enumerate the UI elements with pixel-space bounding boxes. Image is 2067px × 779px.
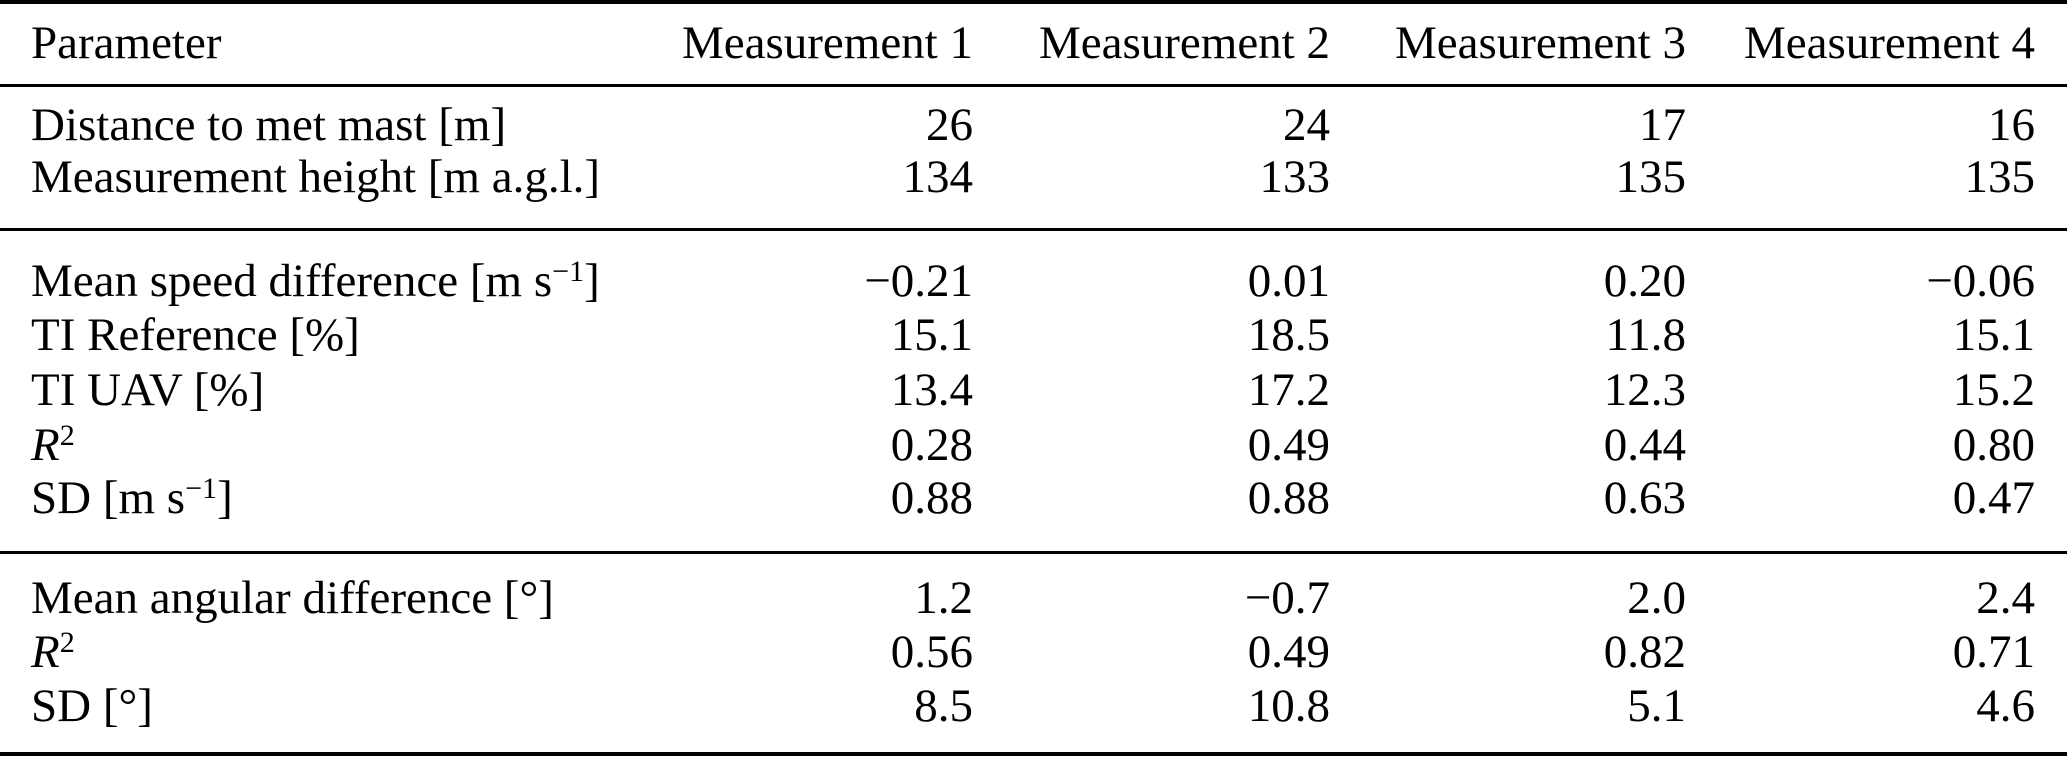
superscript-text: 2 [59, 417, 75, 452]
value-cell: 10.8 [1247, 679, 1330, 732]
value-cell: 0.49 [1247, 625, 1330, 678]
value-cell: 0.71 [1952, 625, 2035, 678]
row-label: R2 [0, 417, 616, 472]
superscript-text: −1 [185, 472, 218, 506]
label-text: SD [°] [31, 679, 153, 732]
value-cell: 0.56 [890, 625, 973, 678]
label-text: TI UAV [%] [31, 363, 265, 416]
value-cell: 5.1 [1627, 679, 1686, 732]
value-cell: 11.8 [1605, 308, 1686, 361]
value-cell: 15.1 [890, 308, 973, 361]
table-row: SD [m s−1] 0.88 0.88 0.63 0.47 [0, 472, 2067, 552]
value-cell: 0.82 [1603, 625, 1686, 678]
row-label: SD [m s−1] [0, 472, 616, 552]
value-cell: 0.80 [1952, 418, 2035, 471]
value-cell: 15.2 [1952, 363, 2035, 416]
value-cell: 135 [1615, 151, 1687, 204]
label-text: R [31, 418, 60, 471]
value-cell: 0.20 [1603, 254, 1686, 307]
table-row: R2 0.56 0.49 0.82 0.71 [0, 625, 2067, 680]
table-row: SD [°] 8.5 10.8 5.1 4.6 [0, 680, 2067, 755]
value-cell: 16 [1988, 98, 2035, 151]
value-cell: 12.3 [1603, 363, 1686, 416]
row-label: Mean speed difference [m s−1] [0, 229, 616, 307]
value-cell: 0.28 [890, 418, 973, 471]
row-label: TI Reference [%] [0, 307, 616, 362]
value-cell: 2.0 [1627, 572, 1686, 625]
value-cell: 15.1 [1952, 308, 2035, 361]
column-header-measurement-1: Measurement 1 [681, 17, 973, 70]
value-cell: 0.63 [1603, 472, 1686, 525]
value-cell: −0.7 [1244, 572, 1330, 625]
label-text: R [31, 625, 60, 678]
value-cell: 13.4 [890, 363, 973, 416]
value-cell: −0.21 [864, 254, 973, 307]
table-row: Distance to met mast [m] 26 24 17 16 [0, 85, 2067, 151]
value-cell: 17 [1639, 98, 1686, 151]
table-row: Measurement height [m a.g.l.] 134 133 135 13… [0, 151, 2067, 229]
value-cell: 0.88 [1247, 472, 1330, 525]
column-header-parameter: Parameter [31, 17, 222, 70]
table-row: Mean speed difference [m s−1] −0.21 0.01 0.… [0, 229, 2067, 307]
row-label: Distance to met mast [m] [0, 85, 616, 151]
table-row: TI UAV [%] 13.4 17.2 12.3 15.2 [0, 362, 2067, 417]
column-header-measurement-3: Measurement 3 [1394, 17, 1686, 70]
value-cell: 17.2 [1247, 363, 1330, 416]
value-cell: 133 [1259, 151, 1331, 204]
value-cell: 18.5 [1247, 308, 1330, 361]
label-text: ] [584, 254, 600, 307]
value-cell: 135 [1964, 151, 2036, 204]
superscript-text: −1 [552, 253, 585, 288]
value-cell: 4.6 [1976, 679, 2035, 732]
label-text: TI Reference [%] [31, 308, 360, 361]
header-row: Parameter Measurement 1 Measurement 2 Me… [0, 2, 2067, 85]
row-label: Mean angular difference [°] [0, 553, 616, 625]
table-header: Parameter Measurement 1 Measurement 2 Me… [0, 2, 2067, 85]
label-text: SD [m s [31, 472, 186, 525]
measurements-table: Parameter Measurement 1 Measurement 2 Me… [0, 0, 2067, 757]
value-cell: −0.06 [1926, 254, 2035, 307]
label-text: Mean speed difference [m s [31, 254, 553, 307]
label-text: Measurement height [m a.g.l.] [31, 151, 601, 204]
table-row: Mean angular difference [°] 1.2 −0.7 2.0 2.4 [0, 553, 2067, 625]
table-row: TI Reference [%] 15.1 18.5 11.8 15.1 [0, 307, 2067, 362]
value-cell: 2.4 [1976, 572, 2035, 625]
label-text: Mean angular difference [°] [31, 572, 554, 625]
value-cell: 0.44 [1603, 418, 1686, 471]
table-section-1: Distance to met mast [m] 26 24 17 16 Measurem… [0, 85, 2067, 230]
column-header-measurement-4: Measurement 4 [1743, 17, 2035, 70]
table-section-3: Mean angular difference [°] 1.2 −0.7 2.0 2.4… [0, 553, 2067, 755]
superscript-text: 2 [59, 624, 75, 659]
label-text: Distance to met mast [m] [31, 98, 507, 151]
value-cell: 0.88 [890, 472, 973, 525]
value-cell: 0.47 [1952, 472, 2035, 525]
value-cell: 0.49 [1247, 418, 1330, 471]
table-row: R2 0.28 0.49 0.44 0.80 [0, 417, 2067, 472]
value-cell: 8.5 [914, 679, 973, 732]
row-label: R2 [0, 625, 616, 680]
table-section-2: Mean speed difference [m s−1] −0.21 0.01 0.… [0, 229, 2067, 553]
value-cell: 134 [902, 151, 974, 204]
value-cell: 0.01 [1247, 254, 1330, 307]
row-label: Measurement height [m a.g.l.] [0, 151, 616, 229]
column-header-measurement-2: Measurement 2 [1038, 17, 1330, 70]
row-label: SD [°] [0, 680, 616, 755]
value-cell: 1.2 [914, 572, 973, 625]
value-cell: 26 [926, 98, 973, 151]
value-cell: 24 [1283, 98, 1330, 151]
label-text: ] [217, 472, 233, 525]
row-label: TI UAV [%] [0, 362, 616, 417]
